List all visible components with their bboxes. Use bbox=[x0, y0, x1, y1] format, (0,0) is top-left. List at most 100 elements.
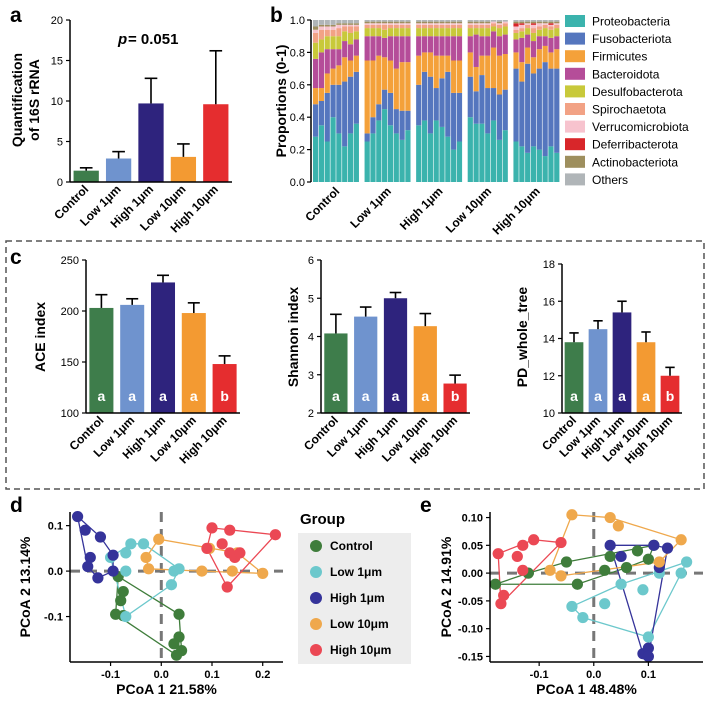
stack-segment bbox=[485, 28, 491, 37]
y-tick-label: 20 bbox=[51, 15, 63, 27]
stack-segment bbox=[525, 20, 531, 22]
stack-segment bbox=[485, 23, 491, 25]
stack-segment bbox=[542, 24, 548, 29]
stack-segment bbox=[324, 24, 330, 27]
stack-segment bbox=[364, 133, 370, 142]
bar bbox=[588, 329, 608, 413]
stack-segment bbox=[554, 21, 560, 24]
stack-segment bbox=[364, 21, 370, 24]
data-point bbox=[653, 556, 665, 568]
stack-segment bbox=[330, 36, 336, 50]
data-point bbox=[648, 539, 660, 551]
stack-segment bbox=[519, 24, 525, 29]
stack-segment bbox=[342, 41, 348, 58]
data-point bbox=[620, 561, 633, 574]
stack-segment bbox=[513, 52, 519, 69]
stack-segment bbox=[324, 36, 330, 50]
x-tick-label: 0.0 bbox=[154, 669, 169, 681]
data-point bbox=[615, 550, 627, 563]
stack-segment bbox=[490, 120, 497, 182]
data-point bbox=[681, 556, 693, 568]
stack-segment bbox=[456, 20, 463, 22]
stack-segment bbox=[399, 21, 405, 24]
data-point bbox=[631, 545, 644, 557]
y-tick-label: 14 bbox=[543, 334, 555, 346]
stack-segment bbox=[382, 29, 388, 38]
stack-segment bbox=[318, 52, 325, 89]
data-point bbox=[216, 538, 228, 550]
stack-segment bbox=[439, 21, 445, 24]
stack-segment bbox=[479, 23, 485, 25]
stack-segment bbox=[519, 20, 525, 22]
significance-letter: a bbox=[159, 388, 167, 404]
stack-segment bbox=[536, 21, 542, 24]
legend-swatch bbox=[565, 15, 585, 27]
stack-segment bbox=[496, 36, 503, 56]
stack-segment bbox=[427, 28, 433, 37]
data-point bbox=[604, 511, 616, 524]
stack-segment bbox=[485, 24, 491, 29]
stack-segment bbox=[530, 23, 537, 25]
data-point bbox=[604, 539, 616, 551]
stack-segment bbox=[525, 28, 531, 35]
stack-segment bbox=[439, 36, 445, 56]
stack-segment bbox=[496, 139, 503, 182]
stack-segment bbox=[376, 23, 382, 25]
stack-segment bbox=[548, 24, 554, 27]
stack-segment bbox=[427, 36, 433, 53]
legend-label: Proteobacteria bbox=[592, 15, 670, 29]
stack-segment bbox=[399, 24, 405, 29]
y-tick-label: 0.0 bbox=[290, 177, 305, 189]
stack-segment bbox=[427, 20, 433, 22]
stack-segment bbox=[427, 21, 433, 24]
stack-segment bbox=[347, 44, 354, 61]
stack-segment bbox=[525, 24, 531, 29]
bar bbox=[354, 316, 378, 413]
stack-segment bbox=[496, 21, 503, 24]
stack-segment bbox=[490, 31, 497, 48]
stack-segment bbox=[467, 28, 473, 37]
data-point bbox=[107, 549, 119, 561]
legend-label: Low 1μm bbox=[330, 565, 382, 579]
stack-segment bbox=[376, 24, 382, 29]
category-label: High 1μm bbox=[397, 184, 446, 233]
stack-segment bbox=[467, 36, 473, 53]
stack-segment bbox=[445, 21, 451, 24]
data-point bbox=[173, 608, 185, 620]
legend-label: Firmicutes bbox=[592, 50, 647, 64]
stack-segment bbox=[405, 21, 411, 24]
stack-segment bbox=[433, 88, 439, 121]
stack-segment bbox=[399, 20, 405, 22]
stack-segment bbox=[393, 21, 399, 24]
data-point bbox=[72, 510, 84, 523]
stack-segment bbox=[399, 28, 405, 37]
data-point bbox=[79, 524, 91, 536]
stack-segment bbox=[336, 84, 342, 134]
stack-segment bbox=[445, 36, 451, 56]
stack-segment bbox=[336, 49, 342, 66]
stack-segment bbox=[405, 36, 411, 63]
stack-segment bbox=[347, 76, 354, 134]
stack-segment bbox=[439, 78, 445, 127]
data-point bbox=[221, 581, 233, 593]
stack-segment bbox=[451, 60, 457, 93]
data-point bbox=[492, 548, 504, 560]
stack-segment bbox=[479, 55, 485, 76]
stack-segment bbox=[479, 123, 485, 182]
y-tick-label: 0.8 bbox=[290, 47, 305, 59]
stack-segment bbox=[387, 23, 394, 25]
panel-letter-d: d bbox=[10, 494, 23, 517]
data-point bbox=[642, 553, 654, 565]
y-tick-label: 4 bbox=[308, 332, 314, 344]
stack-segment bbox=[421, 24, 428, 29]
stack-segment bbox=[313, 136, 319, 182]
y-tick-label: 15 bbox=[51, 56, 63, 68]
stack-segment bbox=[376, 55, 382, 105]
stack-segment bbox=[467, 117, 473, 182]
legend-swatch bbox=[565, 50, 585, 63]
legend-label: Deferribacterota bbox=[592, 138, 678, 152]
data-point bbox=[489, 578, 502, 590]
stack-segment bbox=[399, 23, 405, 25]
significance-letter: b bbox=[666, 388, 675, 404]
